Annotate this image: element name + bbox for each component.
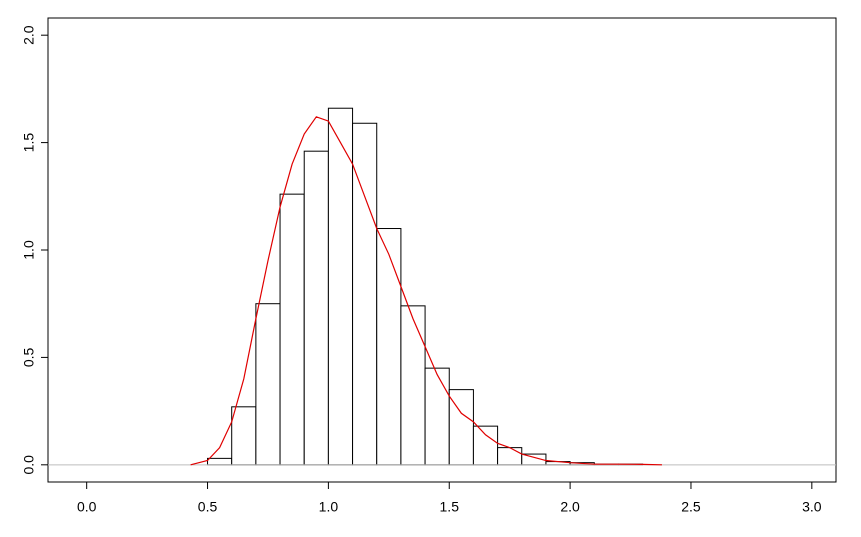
bar: [207, 457, 233, 466]
y-tick-label: 0.0: [21, 455, 37, 475]
x-tick-label: 2.0: [560, 499, 580, 515]
y-tick-label: 0.5: [21, 347, 37, 367]
x-tick-label: 3.0: [802, 499, 822, 515]
x-tick-label: 0.0: [77, 499, 97, 515]
x-tick-label: 1.5: [440, 499, 460, 515]
x-tick-label: 1.0: [319, 499, 339, 515]
bar: [497, 447, 523, 466]
x-tick-label: 0.5: [198, 499, 218, 515]
bar: [424, 367, 450, 466]
y-tick-label: 1.5: [21, 133, 37, 153]
bar: [279, 193, 305, 466]
bar: [327, 107, 354, 466]
density-curve: [190, 116, 662, 466]
bar: [303, 150, 329, 466]
bar: [472, 425, 499, 466]
bar: [231, 406, 257, 466]
y-tick-label: 2.0: [21, 25, 37, 45]
bar: [255, 303, 281, 466]
x-tick-label: 2.5: [681, 499, 701, 515]
y-tick-label: 1.0: [21, 240, 37, 260]
bar: [400, 305, 426, 466]
bar: [376, 228, 402, 466]
bar: [352, 122, 378, 466]
